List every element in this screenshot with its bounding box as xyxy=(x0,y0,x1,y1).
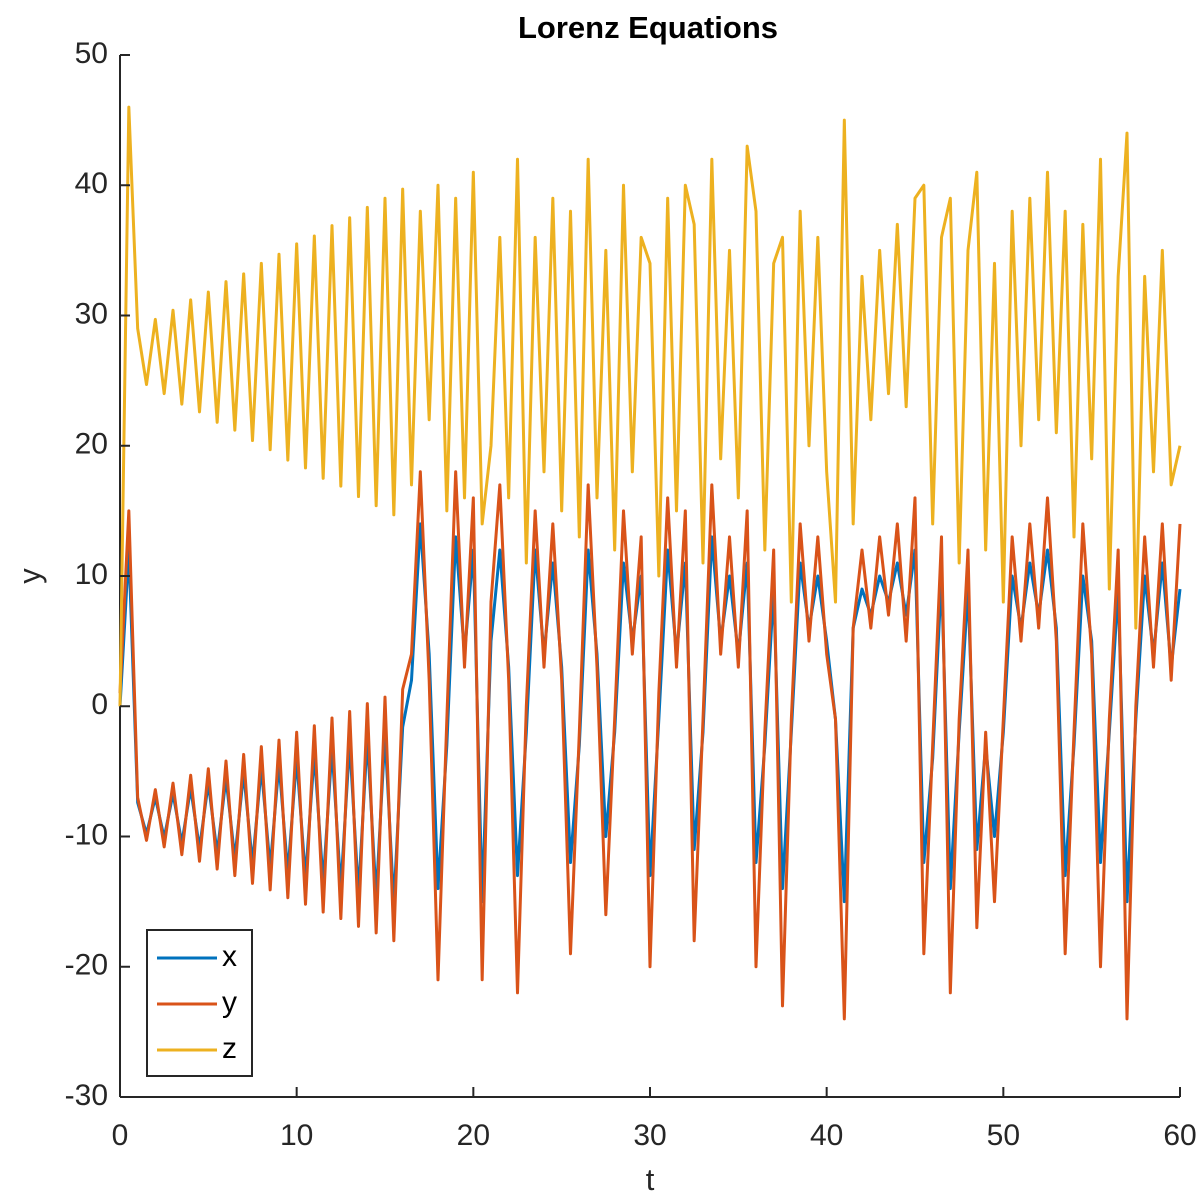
legend-label: x xyxy=(222,940,237,973)
y-tick-label: 30 xyxy=(75,297,108,330)
chart-title: Lorenz Equations xyxy=(518,10,778,45)
x-tick-label: 30 xyxy=(633,1119,666,1152)
y-tick-label: -10 xyxy=(65,818,108,851)
series-line xyxy=(118,470,1182,1021)
x-tick-label: 60 xyxy=(1163,1119,1196,1152)
series-line xyxy=(118,522,1182,906)
x-tick-label: 40 xyxy=(810,1119,843,1152)
y-axis-label: y xyxy=(12,568,47,584)
y-tick-label: 20 xyxy=(75,428,108,461)
y-tick-label: 40 xyxy=(75,167,108,200)
legend-label: y xyxy=(222,986,237,1019)
y-tick-label: -20 xyxy=(65,949,108,982)
y-tick-label: -30 xyxy=(65,1079,108,1112)
y-tick-label: 0 xyxy=(91,688,108,721)
x-axis-label: t xyxy=(646,1162,655,1197)
legend-label: z xyxy=(222,1032,237,1065)
y-tick-label: 10 xyxy=(75,558,108,591)
x-tick-label: 0 xyxy=(112,1119,129,1152)
x-tick-label: 20 xyxy=(457,1119,490,1152)
series-line xyxy=(118,105,1182,707)
legend: xyz xyxy=(146,929,253,1077)
x-tick-label: 50 xyxy=(987,1119,1020,1152)
x-tick-label: 10 xyxy=(280,1119,313,1152)
y-tick-label: 50 xyxy=(75,37,108,70)
plot-area xyxy=(118,105,1182,1021)
